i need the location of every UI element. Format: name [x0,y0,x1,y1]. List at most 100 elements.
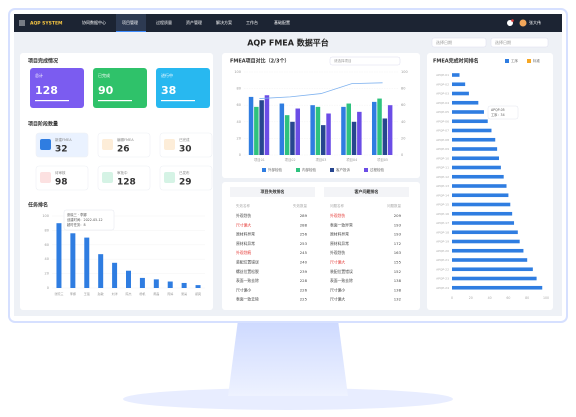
status-card [30,68,84,108]
project-select[interactable] [329,56,401,66]
card-label: 进行中 [161,72,173,78]
bar [452,221,515,225]
logo: AQP SYSTEM [30,21,63,27]
x-tick-label: 赵敏 [98,291,104,296]
tooltip-text: APQP-05 [491,108,505,112]
section-title: FMEA项目对比（2/3个） [230,58,289,65]
bar [139,277,145,288]
stage-label: 已完成 [179,137,190,142]
cell: 外观划痕 [236,250,251,255]
bar [70,233,76,288]
table-panel [222,182,420,310]
nav-bar [14,14,562,32]
menu-icon[interactable] [19,20,25,26]
y-tick-label: APQP-16 [436,212,449,216]
bar [452,100,479,105]
bar [452,248,524,253]
x-tick-label: 0 [451,296,453,300]
legend-label: 工序 [511,58,519,63]
cell: 原材料异常 [330,232,349,237]
y-tick-label: APQP-20 [436,249,449,253]
stage-value: 26 [117,145,130,155]
stage-value: 128 [117,178,136,188]
nav-item[interactable]: 项目管理 [122,19,138,25]
y2-tick-label: 40 [401,120,405,124]
x-tick-label: 刘洋 [112,291,118,296]
cell: 245 [300,250,308,255]
y-tick-label: APQP-19 [436,240,449,244]
x-tick-label: 80 [525,296,529,300]
bell[interactable] [507,20,513,26]
legend-swatch [262,168,266,172]
section-title: 项目阶段数量 [28,121,58,128]
cell: 228 [300,278,308,283]
bar [452,267,533,272]
legend-label: 客户投诉 [336,167,350,172]
legend-swatch [296,168,300,172]
card-value: 38 [161,84,176,97]
nav-item[interactable]: 工作台 [246,19,258,25]
y-tick-label: 80 [237,87,241,91]
bar [167,281,173,288]
bar [452,285,543,290]
page-title: AQP FMEA 数据平台 [247,38,329,48]
cell: 尺寸偏小 [330,287,345,292]
card-value: 90 [98,84,114,97]
avatar[interactable] [519,19,527,27]
status-card [156,68,210,108]
cell: 172 [394,241,402,246]
bar [452,174,504,179]
bar [357,111,362,155]
nav-item[interactable]: 解决方案 [216,19,232,25]
column-header: 问题名称 [330,203,344,208]
bar [452,119,488,124]
stage-label: 编辑FMEA [117,137,134,142]
date-input[interactable] [431,37,487,48]
bar [452,202,511,207]
y-tick-label: APQP-17 [436,221,449,225]
date-input[interactable] [490,37,549,48]
x-tick-label: 李娜 [70,291,76,296]
tooltip-text: 工序：34 [491,112,505,117]
y-tick-label: APQP-15 [436,203,449,207]
y-tick-label: APQP-23 [436,277,449,281]
stage-icon [164,172,175,183]
y-tick-label: APQP-18 [436,230,449,234]
cell: 138 [394,287,402,292]
column-header: 问题数量 [387,203,401,208]
cell: 132 [394,297,402,302]
nav-item[interactable]: 过程质量 [156,19,172,25]
card-line [161,100,195,102]
tooltip [63,209,115,231]
y-tick-label: APQP-10 [436,156,449,160]
y-tick-label: 100 [42,214,49,218]
y2-tick-label: 60 [401,103,405,107]
stage-icon [102,172,113,183]
cell: 289 [300,213,308,218]
tooltip [487,105,519,120]
y-tick-label: APQP-08 [436,138,449,142]
section-title: 任务排名 [27,202,48,209]
bar [372,101,377,155]
cell: 尺寸偏大 [330,297,345,302]
user-name[interactable]: 张大伟 [529,19,541,25]
stage-icon [40,139,51,150]
nav-item[interactable]: 协同数据中心 [82,19,106,25]
cell: 尺寸偏小 [236,287,251,292]
card-value: 128 [35,84,58,97]
x-tick-label: 项目01 [254,158,265,162]
nav-item[interactable]: 基础配置 [274,19,290,25]
bar [452,184,507,188]
x-tick-label: 吴昊 [181,291,187,296]
bar [248,96,254,155]
nav-item[interactable]: 资产管理 [186,19,202,25]
tooltip-text: 创建时间：2022-05-12 [67,217,103,222]
cell: 253 [300,241,308,246]
cell: 155 [394,260,402,265]
stage-label: 已发布 [179,170,190,175]
y-tick-label: APQP-14 [436,193,449,197]
cell: 装配位置错误 [330,269,353,274]
bar [452,128,492,133]
status-card [93,68,147,108]
cell: 152 [394,269,402,274]
